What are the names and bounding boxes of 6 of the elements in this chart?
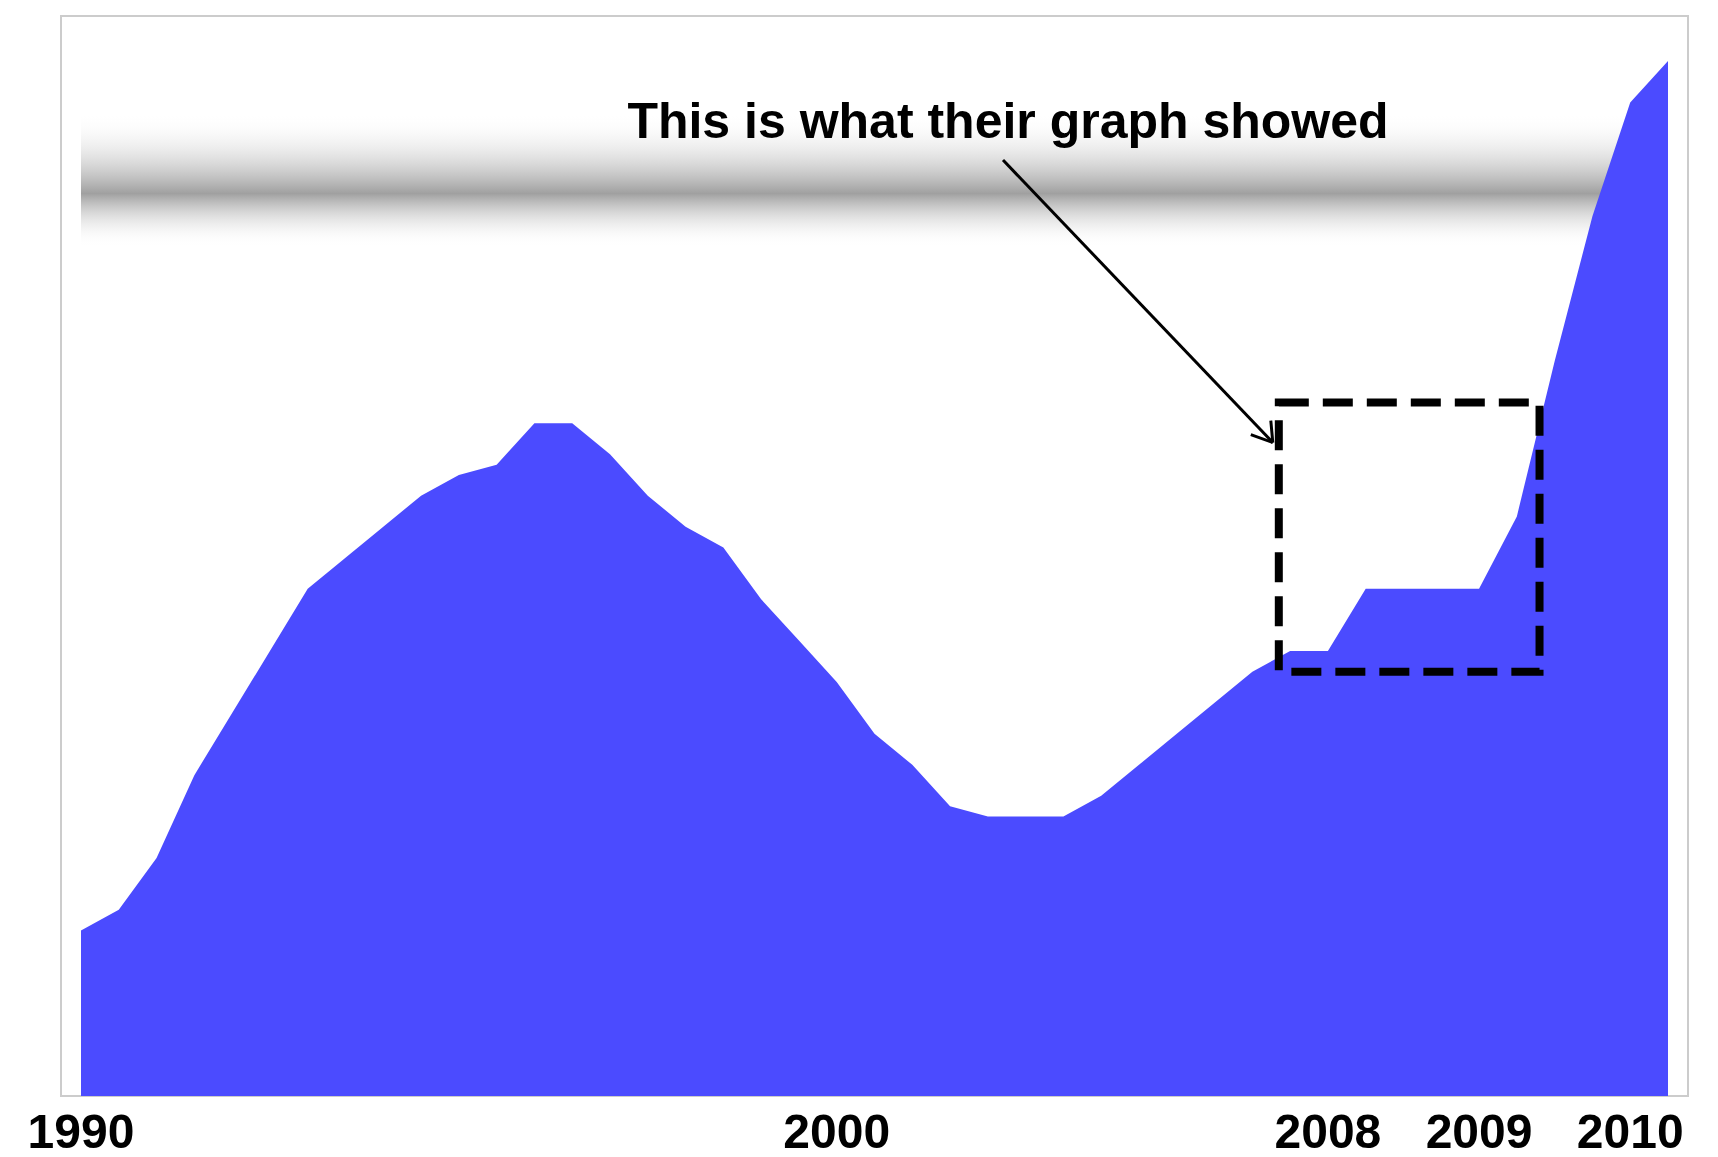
x-tick-label: 2008 [1274, 1105, 1382, 1157]
annotation: This is what their graph showed [627, 93, 1389, 149]
x-tick-label: 2009 [1425, 1105, 1533, 1157]
x-tick-label: 1990 [27, 1105, 135, 1157]
x-tick-label: 2010 [1576, 1105, 1684, 1157]
x-tick-label: 2000 [783, 1105, 891, 1157]
